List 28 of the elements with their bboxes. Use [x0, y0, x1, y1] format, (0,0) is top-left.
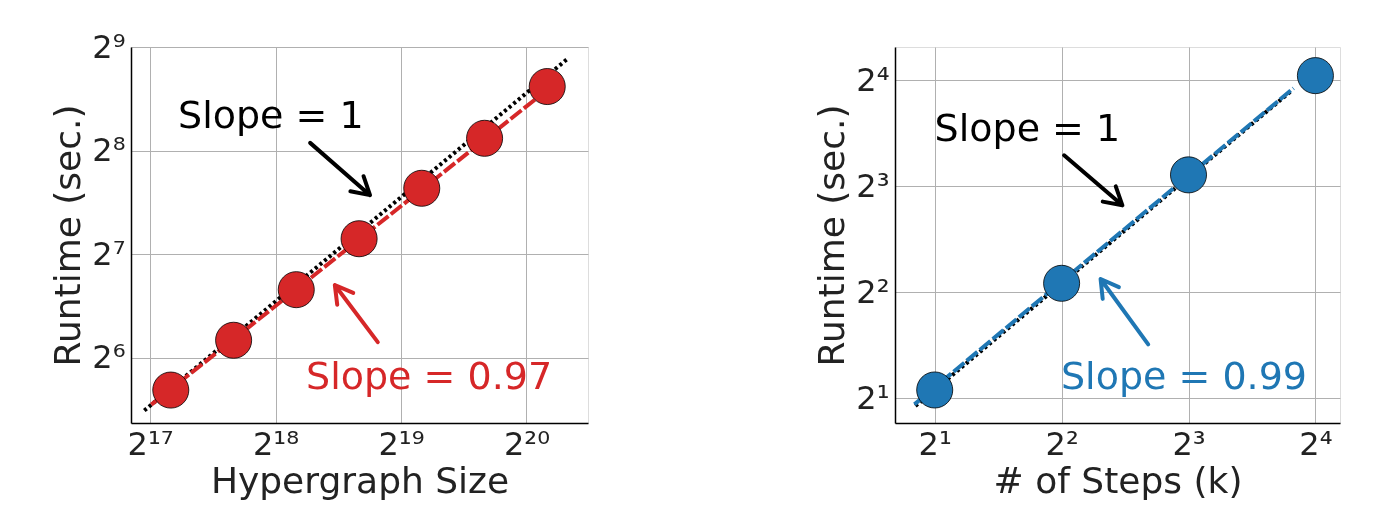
point	[466, 119, 504, 157]
point	[215, 321, 253, 359]
series-label: Slope = 1	[934, 106, 1121, 151]
y-axis-title: Runtime (sec.)	[811, 104, 853, 367]
x-tick-label: 2¹	[918, 424, 952, 463]
point	[528, 68, 566, 105]
y-tick-label: 2⁸	[92, 131, 126, 170]
legend-label: Slope = 0.97	[306, 353, 553, 398]
point	[1170, 156, 1207, 194]
point	[1043, 264, 1081, 302]
point	[152, 371, 190, 409]
y-tick-label: 2²	[856, 272, 890, 311]
y-tick-label: 2⁴	[856, 60, 890, 99]
series-label: Slope = 1	[178, 92, 364, 137]
legend-label: Slope = 0.99	[1060, 353, 1308, 398]
y-tick-label: 2⁶	[92, 338, 126, 377]
point	[277, 271, 315, 309]
point	[403, 169, 441, 207]
y-tick-label: 2⁹	[92, 27, 126, 66]
x-tick-label: 2⁴	[1299, 424, 1333, 463]
point	[916, 371, 954, 409]
y-tick-label: 2³	[856, 166, 890, 205]
y-axis-title: Runtime (sec.)	[47, 104, 89, 367]
y-tick-label: 2¹	[856, 378, 890, 417]
y-tick-label: 2⁷	[92, 234, 126, 273]
x-tick-label: 2¹⁷	[127, 424, 174, 463]
point	[340, 220, 378, 258]
point	[1296, 57, 1334, 95]
